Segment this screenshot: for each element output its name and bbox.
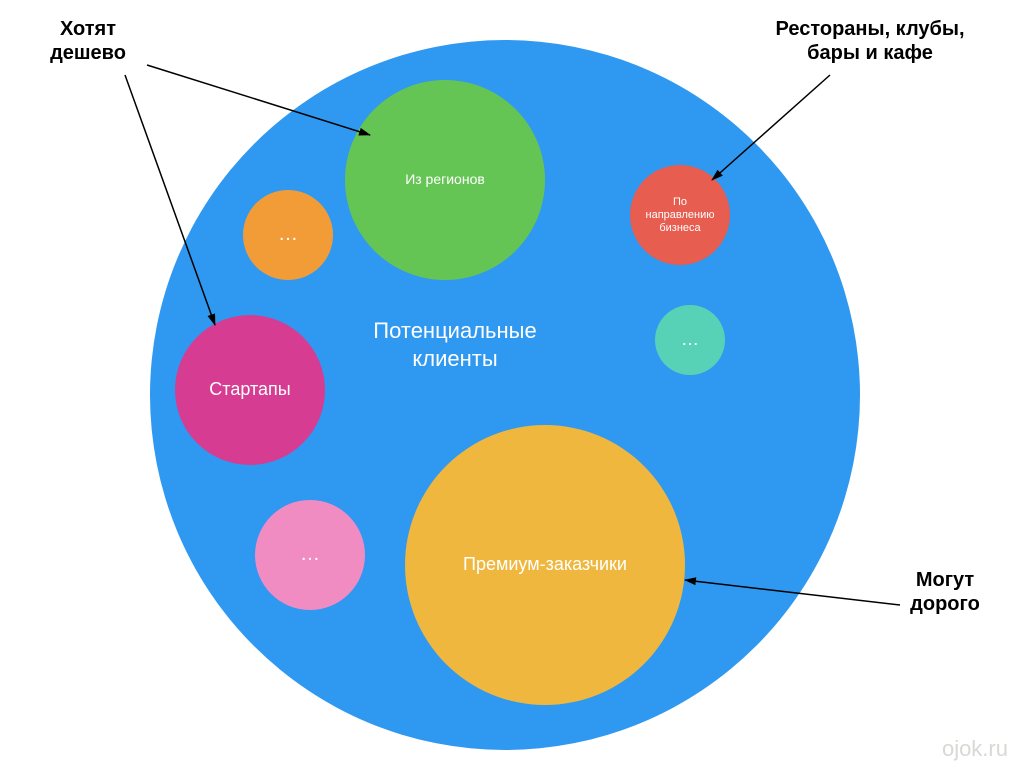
bubble-label-ellipsis3: … [300,543,320,565]
bubble-label-ellipsis1: … [278,223,298,245]
callout-label-expensive: Могутдорого [910,569,980,615]
bubble-label-regions: Из регионов [405,171,485,187]
callout-label-cheap: Хотятдешево [50,18,126,64]
bubble-label-startups: Стартапы [209,379,290,399]
bubble-label-ellipsis2: … [681,329,699,349]
callout-label-restaurants: Рестораны, клубы,бары и кафе [776,18,965,64]
diagram-canvas: Из регионов…ПонаправлениюбизнесаСтартапы… [0,0,1024,768]
watermark: ojok.ru [942,736,1008,761]
bubble-label-premium: Премиум-заказчики [463,554,627,574]
